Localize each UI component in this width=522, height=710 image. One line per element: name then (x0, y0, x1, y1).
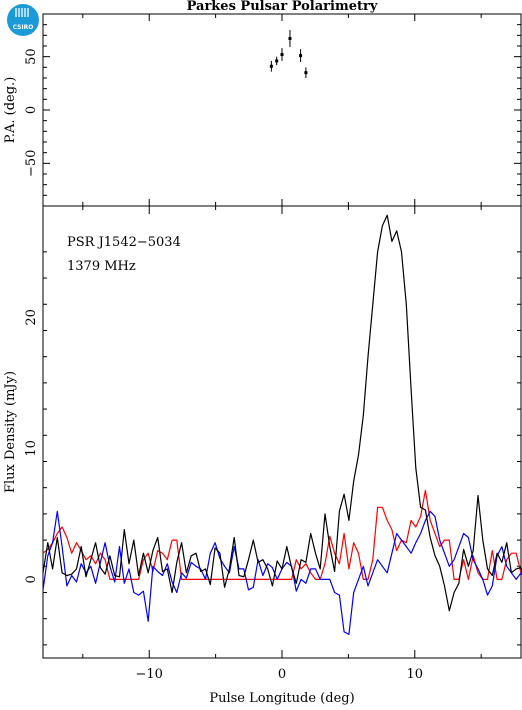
pa-axis: −50 0 50 (24, 13, 521, 207)
flux-series (42, 214, 522, 636)
pa-ytick-label: −50 (24, 150, 39, 177)
pa-point (275, 59, 279, 63)
series-line-circular (42, 510, 522, 636)
pa-point (280, 53, 284, 57)
flux-ylabel: Flux Density (mJy) (3, 371, 18, 493)
pa-panel-frame (42, 13, 522, 207)
pa-ytick-label: 50 (24, 48, 39, 65)
series-line-total (42, 214, 522, 612)
annotation-psr: PSR J1542−5034 (67, 235, 181, 250)
annotation-frequency: 1379 MHz (67, 259, 136, 274)
flux-ytick-label: 20 (24, 309, 39, 326)
flux-axis: −10 0 10 0 10 20 (24, 206, 521, 682)
pa-point (299, 54, 303, 58)
logo-circle (7, 4, 39, 36)
csiro-logo: CSIRO (7, 4, 39, 36)
series-line-linear (42, 489, 522, 581)
pa-point (269, 64, 273, 68)
flux-xtick-label: 10 (407, 667, 424, 682)
pa-point (304, 71, 308, 75)
flux-xtick-label: 0 (278, 667, 286, 682)
logo-text: CSIRO (13, 24, 34, 31)
pa-ylabel: P.A. (deg.) (3, 77, 18, 144)
flux-ytick-label: 10 (24, 440, 39, 457)
pa-ytick-label: 0 (24, 106, 39, 114)
pa-points (269, 30, 308, 78)
flux-xlabel: Pulse Longitude (deg) (209, 691, 354, 706)
flux-ytick-label: 0 (24, 575, 39, 583)
logo-mark (15, 8, 29, 17)
pa-point (288, 37, 292, 41)
flux-xtick-label: −10 (136, 667, 163, 682)
chart-title: Parkes Pulsar Polarimetry (187, 0, 378, 14)
